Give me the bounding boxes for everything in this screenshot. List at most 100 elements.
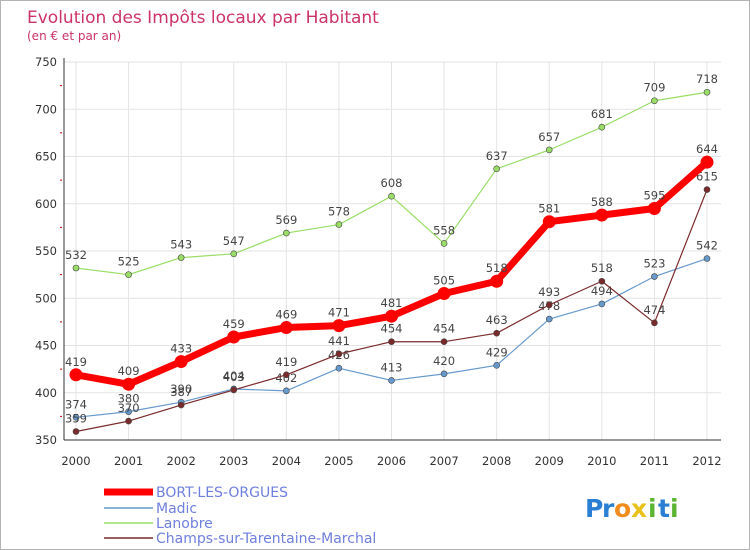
y-tick-label: 400 (35, 386, 57, 400)
chart-title: Evolution des Impôts locaux par Habitant (27, 8, 379, 28)
x-tick-label: 2002 (167, 454, 196, 468)
data-point (72, 264, 80, 272)
data-label: 374 (65, 397, 87, 411)
data-label: 370 (118, 401, 140, 415)
x-tick-label: 2011 (640, 454, 669, 468)
data-label: 433 (170, 342, 192, 356)
y-tick-label: 500 (35, 291, 57, 305)
data-label: 518 (591, 261, 613, 275)
x-tick-label: 2012 (692, 454, 721, 468)
data-point (703, 88, 711, 96)
logo-letter: i (670, 494, 679, 523)
data-label: 403 (223, 370, 245, 384)
data-point (545, 146, 553, 154)
series-champs-sur-tarentaine-marchal: 359 370 387 403 419 441 454 454 463 493 518 474 615 (65, 170, 718, 435)
logo-letter: i (648, 494, 657, 523)
data-label: 595 (643, 188, 665, 202)
data-point (335, 350, 343, 358)
data-point (703, 255, 711, 262)
data-label: 523 (643, 257, 665, 271)
data-label: 581 (538, 202, 560, 216)
data-label: 681 (591, 107, 613, 121)
data-point (279, 321, 293, 335)
data-label: 413 (381, 360, 403, 374)
x-tick-label: 2004 (272, 454, 301, 468)
data-label: 471 (328, 306, 350, 320)
data-point (177, 401, 185, 409)
data-point (388, 338, 395, 346)
y-tick-label: 350 (35, 433, 57, 447)
y-tick-label: 600 (35, 197, 57, 211)
data-point (332, 319, 346, 333)
data-point (388, 192, 395, 200)
data-point (598, 123, 606, 131)
logo-letter: P (585, 494, 603, 523)
data-point (700, 155, 714, 169)
data-point (437, 287, 451, 301)
data-label: 419 (65, 355, 87, 369)
data-point (490, 274, 504, 288)
legend-label: Lanobre (156, 516, 213, 532)
x-tick-label: 2009 (535, 454, 564, 468)
data-label: 615 (696, 170, 718, 184)
logo-letter: r (602, 494, 615, 523)
proxiti-logo: Pr o x i t i (585, 494, 679, 523)
data-point (651, 273, 658, 280)
data-point (283, 371, 290, 379)
data-point (493, 362, 500, 369)
data-point (595, 208, 609, 222)
data-label: 454 (433, 322, 455, 336)
data-label: 542 (696, 239, 718, 253)
data-label: 709 (643, 81, 665, 95)
data-label: 404 (223, 369, 245, 383)
data-point (227, 330, 241, 344)
data-point (125, 408, 132, 415)
x-tick-label: 2008 (482, 454, 511, 468)
data-label: 441 (328, 334, 350, 348)
data-label: 518 (486, 261, 508, 275)
data-label: 359 (65, 411, 87, 425)
series-lanobre: 532 525 543 547 569 578 608 558 637 657 681 709 718 (65, 72, 718, 278)
data-label: 469 (275, 308, 297, 322)
legend-label: BORT-LES-ORGUES (156, 485, 288, 501)
y-tick-label: 450 (35, 339, 57, 353)
data-label: 463 (486, 313, 508, 327)
x-tick-label: 2001 (114, 454, 143, 468)
logo-letter: t (658, 494, 670, 523)
data-point (493, 165, 500, 173)
data-point (440, 370, 448, 378)
data-point (283, 229, 290, 237)
x-tick-label: 2006 (377, 454, 406, 468)
data-label: 569 (275, 213, 297, 227)
data-point (385, 309, 398, 323)
data-point (125, 271, 132, 278)
data-label: 588 (591, 195, 613, 209)
data-point (174, 355, 188, 369)
data-label: 505 (433, 274, 455, 288)
data-point (598, 300, 606, 308)
legend: BORT-LES-ORGUESMadicLanobreChamps-sur-Ta… (104, 485, 376, 547)
data-point (388, 377, 395, 384)
data-point (283, 387, 290, 395)
y-tick-label: 550 (35, 244, 57, 258)
data-label: 525 (118, 255, 140, 269)
data-label: 657 (538, 130, 560, 144)
data-label: 454 (381, 322, 403, 336)
data-label: 429 (486, 345, 508, 359)
data-label: 387 (170, 385, 192, 399)
data-label: 420 (433, 354, 455, 368)
x-tick-label: 2000 (61, 454, 90, 468)
data-point (122, 377, 136, 391)
logo-letter: x (631, 494, 647, 523)
data-label: 608 (381, 176, 403, 190)
logo-letter: o (614, 494, 631, 523)
data-label: 637 (486, 149, 508, 163)
data-point (703, 186, 711, 193)
series: 532 525 543 547 569 578 608 558 637 657 681 709 718 3… (65, 72, 718, 435)
data-point (651, 97, 658, 105)
chart-subtitle: (en € et par an) (27, 29, 121, 43)
data-label: 481 (381, 296, 403, 310)
x-tick-label: 2003 (219, 454, 248, 468)
